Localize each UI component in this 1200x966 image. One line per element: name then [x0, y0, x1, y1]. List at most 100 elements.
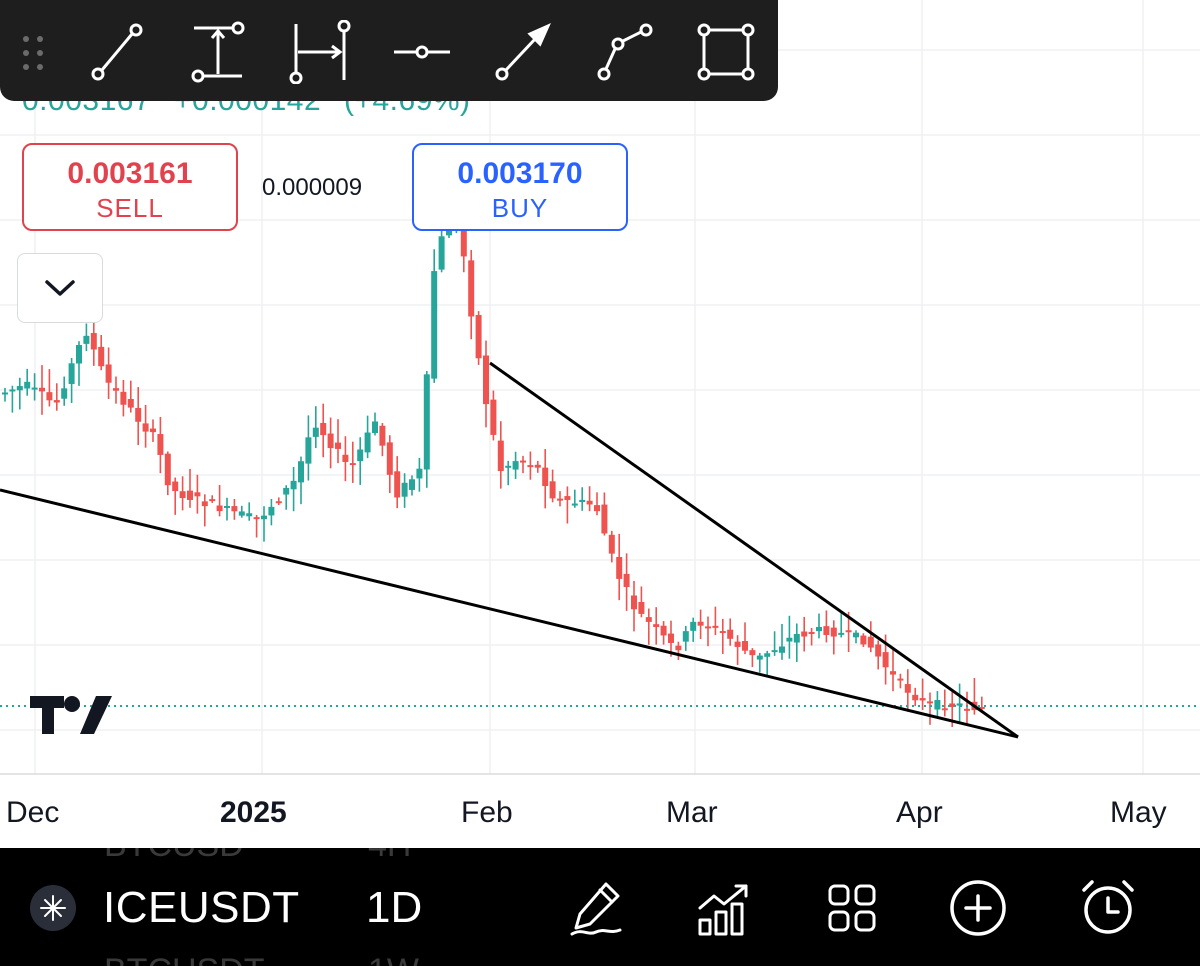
candle-body	[16, 386, 23, 391]
candle-body	[246, 513, 253, 517]
candle-body	[31, 387, 38, 390]
upper-trendline[interactable]	[489, 361, 1019, 739]
interval-selector[interactable]: 1D	[366, 883, 423, 932]
candle-body	[290, 480, 297, 490]
candle-body	[823, 626, 830, 635]
candle-body	[771, 650, 778, 653]
candle-body	[734, 641, 741, 647]
candle-body	[838, 632, 845, 635]
symbol-selector[interactable]: ICEUSDT	[103, 883, 300, 932]
candle-body	[557, 498, 563, 501]
candle-body	[964, 708, 970, 711]
alarm-icon	[1082, 880, 1134, 934]
date-range-tool[interactable]	[282, 14, 358, 90]
price-chart[interactable]	[0, 0, 1200, 848]
horizontal-line-icon	[394, 45, 450, 59]
chevron-down-icon	[45, 280, 75, 296]
candle-body	[638, 601, 645, 614]
candle-body	[98, 346, 105, 367]
candle-body	[224, 505, 230, 508]
x-label-feb: Feb	[461, 796, 513, 829]
arrow-icon	[495, 23, 551, 81]
layouts-button[interactable]	[820, 876, 884, 940]
candle-body	[431, 271, 438, 379]
price-range-tool[interactable]	[180, 14, 256, 90]
collapse-legend-button[interactable]	[17, 253, 103, 323]
sell-button[interactable]: 0.003161 SELL	[22, 143, 238, 231]
candle-body	[520, 460, 526, 463]
pen-icon	[570, 882, 622, 936]
candle-body	[830, 627, 837, 637]
candle-body	[298, 461, 304, 483]
candle-body	[68, 363, 75, 384]
candle-body	[816, 627, 822, 632]
candle-body	[283, 487, 290, 495]
arrow-tool[interactable]	[484, 14, 560, 90]
candle-body	[76, 345, 82, 364]
candle-body	[416, 468, 423, 479]
candle-body	[231, 506, 238, 512]
sell-label: SELL	[96, 193, 164, 223]
path-tool[interactable]	[586, 14, 662, 90]
indicators-button[interactable]	[692, 876, 756, 940]
candle-body	[386, 442, 393, 475]
candle-body	[801, 631, 808, 637]
sell-price: 0.003161	[67, 157, 193, 190]
price-range-icon	[191, 21, 245, 83]
candle-body	[201, 501, 208, 507]
x-label-mar: Mar	[666, 796, 718, 829]
candle-body	[349, 463, 356, 466]
ghost-interval-bottom: 1W	[368, 952, 419, 966]
candle-body	[305, 437, 312, 464]
x-label-may: May	[1110, 796, 1167, 829]
candle-body	[645, 617, 652, 622]
candle-body	[897, 678, 904, 681]
candle-body	[786, 637, 793, 642]
drawing-tools-button[interactable]	[564, 876, 628, 940]
spread-value: 0.000009	[262, 174, 363, 201]
buy-button[interactable]: 0.003170 BUY	[412, 143, 628, 231]
candle-body	[571, 503, 578, 506]
candle-body	[342, 454, 349, 462]
lower-trendline[interactable]	[0, 488, 1019, 739]
candle-body	[608, 534, 615, 554]
candle-body	[312, 427, 319, 437]
candle-body	[157, 434, 164, 455]
drag-handle-icon[interactable]	[18, 33, 48, 73]
candle-body	[268, 506, 275, 516]
candle-body	[682, 631, 689, 642]
candle-body	[423, 374, 430, 470]
candle-body	[275, 501, 282, 504]
candle-body	[238, 511, 245, 516]
candle-body	[9, 389, 16, 392]
candle-body	[853, 632, 859, 638]
candle-body	[475, 315, 482, 359]
horizontal-ray-tool[interactable]	[384, 14, 460, 90]
candle-body	[172, 481, 179, 492]
candle-body	[779, 646, 785, 653]
buy-label: BUY	[491, 193, 549, 223]
candle-body	[113, 388, 119, 391]
alerts-button[interactable]	[1076, 876, 1140, 940]
rectangle-tool[interactable]	[688, 14, 764, 90]
candle-body	[949, 703, 956, 708]
candle-body	[261, 515, 267, 520]
bottom-bar: BTCUSD 4H BTCUSDT 1W	[0, 848, 1200, 966]
candle-body	[808, 632, 815, 635]
ghost-symbol-bottom: BTCUSDT	[104, 952, 265, 966]
candle-body	[912, 694, 919, 701]
candle-body	[631, 595, 637, 610]
candle-body	[24, 381, 31, 389]
candle-body	[335, 442, 341, 449]
candle-body	[764, 653, 771, 657]
candle-body	[527, 465, 534, 468]
candle-body	[719, 631, 726, 634]
trend-line-tool[interactable]	[78, 14, 154, 90]
add-button[interactable]	[946, 876, 1010, 940]
candle-body	[512, 461, 519, 470]
candle-body	[394, 471, 401, 498]
candle-body	[653, 624, 660, 628]
candle-body	[586, 500, 593, 505]
candle-body	[194, 492, 201, 497]
